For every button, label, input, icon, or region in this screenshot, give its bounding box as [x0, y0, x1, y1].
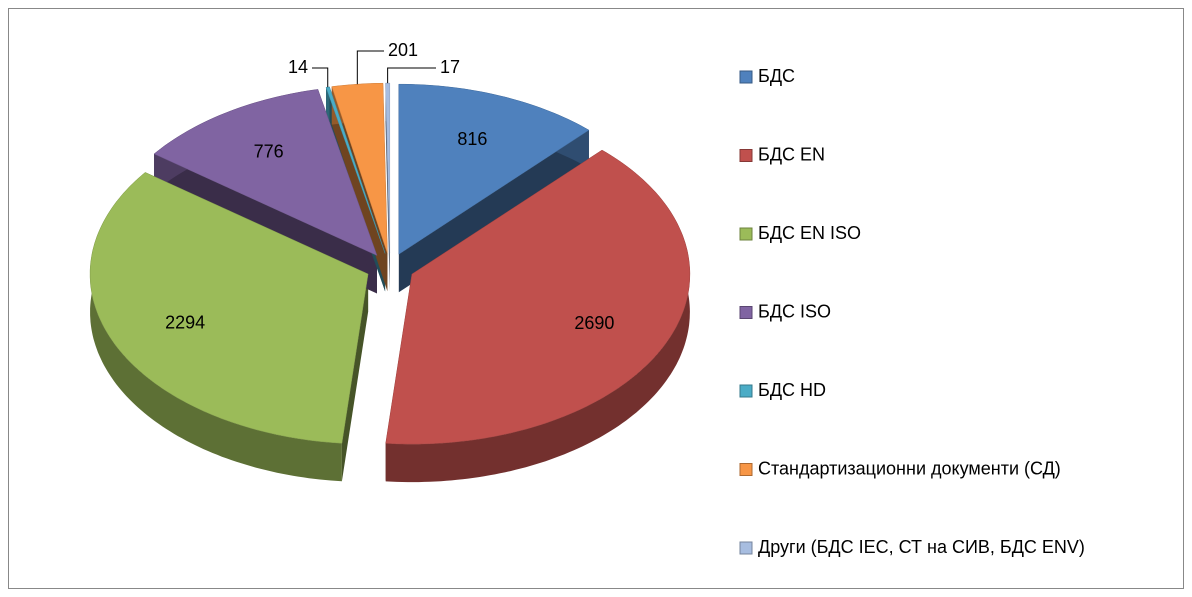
slice-edge: [90, 172, 342, 482]
slice: [153, 89, 378, 256]
data-label: 2294: [165, 312, 205, 332]
slice: [89, 172, 369, 444]
leader-line: [387, 67, 436, 84]
slice: [398, 83, 590, 255]
slice-edge: [385, 150, 690, 483]
slice: [325, 86, 386, 254]
leader-line: [356, 50, 384, 85]
legend-label: БДС ISO: [758, 301, 831, 321]
leader-line: [312, 67, 329, 88]
data-label: 2690: [574, 313, 614, 333]
legend-label: БДС HD: [758, 380, 826, 400]
slice: [385, 149, 691, 445]
legend-label: Други (БДС IEC, СТ на СИВ, БДС ENV): [758, 537, 1085, 557]
data-label: 14: [288, 57, 308, 77]
legend-swatch: [739, 541, 753, 555]
legend-swatch: [739, 306, 753, 319]
legend-label: БДС EN ISO: [758, 223, 861, 243]
slice-side: [341, 274, 369, 482]
legend-swatch: [739, 149, 753, 162]
legend-swatch: [739, 463, 753, 476]
legend-swatch: [739, 227, 753, 241]
legend-swatch: [739, 384, 753, 398]
data-label: 816: [457, 129, 487, 149]
legend-label: Стандартизационни документи (СД): [758, 458, 1061, 478]
data-label: 201: [388, 40, 418, 60]
legend-label: БДС: [758, 66, 795, 86]
legend-label: БДС EN: [758, 144, 825, 164]
legend-swatch: [739, 70, 753, 84]
data-label: 776: [254, 141, 284, 161]
data-label: 17: [440, 57, 460, 77]
